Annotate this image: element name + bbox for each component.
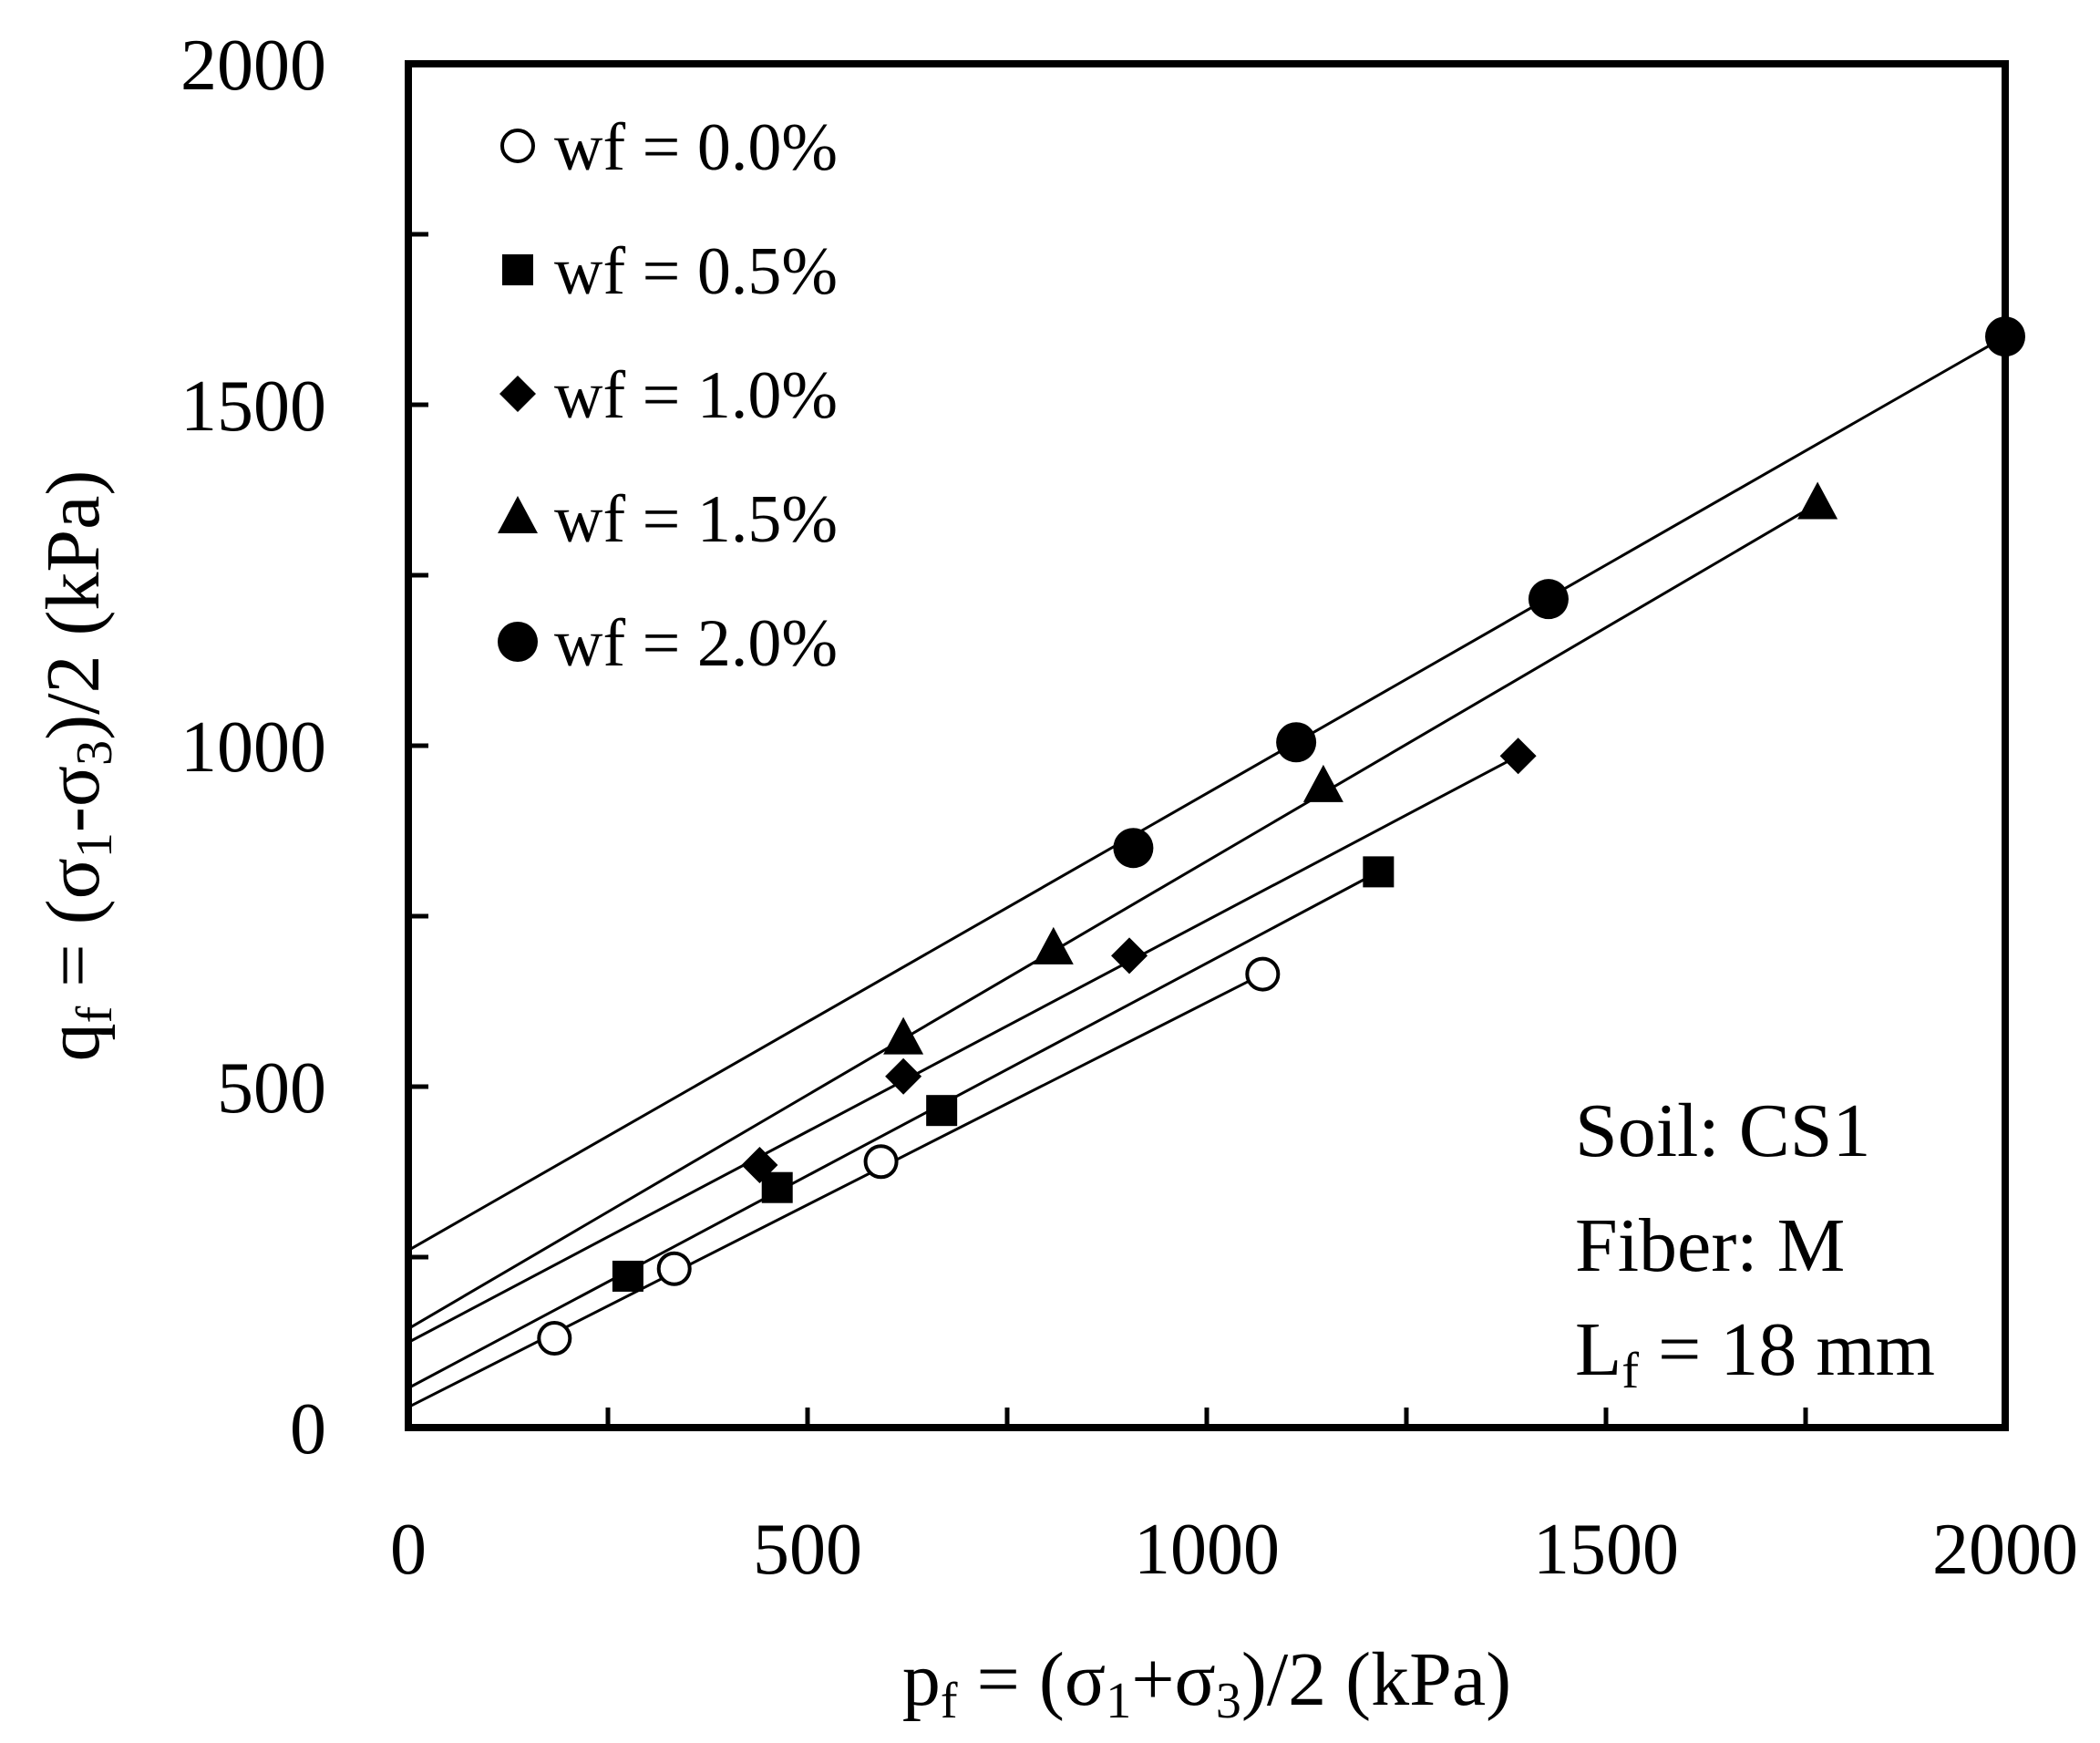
y-axis-ticks bbox=[408, 61, 428, 1430]
data-markers bbox=[537, 316, 2025, 1356]
x-tick-label-2000: 2000 bbox=[1932, 1510, 2078, 1590]
fit-lines bbox=[407, 335, 2006, 1408]
annotation-soil: Soil: CS1 bbox=[1575, 1088, 1870, 1173]
legend-marker-wf-0-0 bbox=[500, 129, 535, 163]
annotation-block: Soil: CS1 Fiber: M Lf = 18 mm bbox=[1575, 1088, 1935, 1399]
x-axis-label-end: )/2 (kPa) bbox=[1241, 1637, 1511, 1722]
point-wf-1-5-4 bbox=[1797, 481, 1838, 520]
y-axis-label-middle: = (σ bbox=[31, 858, 116, 1006]
annotation-length-main: L bbox=[1575, 1307, 1621, 1392]
x-axis-label-sub-1: 1 bbox=[1106, 1673, 1131, 1729]
legend: wf = 0.0% wf = 0.5% wf = 1.0% wf = 1.5% wf =… bbox=[498, 110, 838, 681]
x-tick-label-500: 500 bbox=[753, 1510, 862, 1590]
x-tick-label-0: 0 bbox=[390, 1510, 427, 1590]
legend-marker-wf-1-5 bbox=[498, 496, 538, 533]
point-wf-0-0-4 bbox=[1245, 956, 1281, 992]
annotation-length-value: = 18 mm bbox=[1639, 1307, 1935, 1392]
fit-line-wf-1-5 bbox=[407, 502, 1818, 1330]
y-tick-label-2000: 2000 bbox=[180, 26, 326, 106]
point-wf-0-5-2 bbox=[761, 1171, 793, 1203]
legend-label-wf-0-0: wf = 0.0% bbox=[554, 110, 838, 185]
point-wf-1-0-4 bbox=[1499, 737, 1537, 775]
point-wf-0-0-3 bbox=[863, 1144, 899, 1180]
point-wf-1-0-3 bbox=[1111, 937, 1148, 975]
legend-marker-wf-1-0 bbox=[499, 376, 536, 412]
y-tick-label-500: 500 bbox=[217, 1048, 326, 1129]
point-wf-1-5-1 bbox=[883, 1016, 924, 1055]
point-wf-0-5-1 bbox=[612, 1260, 643, 1292]
fit-line-wf-0-5 bbox=[407, 871, 1380, 1389]
annotation-length: Lf = 18 mm bbox=[1575, 1307, 1935, 1399]
legend-label-wf-0-5: wf = 0.5% bbox=[554, 234, 838, 309]
annotation-length-sub: f bbox=[1621, 1343, 1639, 1399]
y-axis-label-sub-1: 1 bbox=[67, 832, 123, 858]
point-wf-1-0-2 bbox=[885, 1057, 922, 1095]
x-axis-label-sub-3: 3 bbox=[1216, 1673, 1241, 1729]
legend-marker-wf-2-0 bbox=[498, 622, 538, 662]
legend-label-wf-2-0: wf = 2.0% bbox=[554, 606, 838, 681]
fit-line-wf-2-0 bbox=[407, 335, 2006, 1252]
point-wf-1-0-1 bbox=[741, 1147, 778, 1184]
legend-label-wf-1-5: wf = 1.5% bbox=[554, 482, 838, 557]
legend-marker-wf-0-5 bbox=[502, 254, 533, 285]
x-axis-label-sub-f: f bbox=[941, 1673, 958, 1729]
point-wf-2-0-2 bbox=[1276, 722, 1317, 763]
point-wf-2-0-1 bbox=[1113, 828, 1154, 869]
y-axis-label: qf = (σ1-σ3)/2 (kPa) bbox=[31, 470, 123, 1062]
x-axis-ticks bbox=[406, 1408, 2008, 1428]
y-axis-label-sub-3: 3 bbox=[67, 740, 123, 766]
y-axis-label-main: q bbox=[31, 1023, 116, 1061]
point-wf-0-5-3 bbox=[926, 1095, 958, 1127]
x-tick-label-1000: 1000 bbox=[1134, 1510, 1280, 1590]
point-wf-1-5-2 bbox=[1033, 926, 1074, 964]
y-axis-label-minus: -σ bbox=[31, 766, 116, 832]
y-tick-label-1500: 1500 bbox=[180, 366, 326, 447]
annotation-fiber: Fiber: M bbox=[1575, 1203, 1845, 1288]
point-wf-2-0-4 bbox=[1985, 316, 2025, 357]
point-wf-2-0-3 bbox=[1528, 579, 1569, 620]
x-tick-label-1500: 1500 bbox=[1533, 1510, 1679, 1590]
fit-line-wf-0-0 bbox=[407, 973, 1263, 1408]
x-axis-label-middle: = (σ bbox=[958, 1637, 1107, 1722]
y-axis-tick-labels: 0 500 1000 1500 2000 bbox=[180, 26, 326, 1470]
x-axis-label-main: p bbox=[902, 1637, 941, 1722]
x-axis-label: pf = (σ1+σ3)/2 (kPa) bbox=[902, 1637, 1511, 1729]
y-tick-label-1000: 1000 bbox=[180, 707, 326, 788]
y-axis-label-sub-f: f bbox=[67, 1006, 123, 1023]
fit-line-wf-1-0 bbox=[407, 754, 1519, 1344]
y-axis-label-end: )/2 (kPa) bbox=[31, 470, 116, 740]
x-axis-tick-labels: 0 500 1000 1500 2000 bbox=[390, 1510, 2078, 1590]
point-wf-1-5-3 bbox=[1302, 764, 1343, 802]
legend-label-wf-1-0: wf = 1.0% bbox=[554, 358, 838, 433]
y-tick-label-0: 0 bbox=[290, 1389, 326, 1470]
x-axis-label-plus: +σ bbox=[1131, 1637, 1216, 1722]
point-wf-0-5-4 bbox=[1363, 856, 1395, 888]
point-wf-0-0-1 bbox=[537, 1321, 572, 1356]
point-wf-0-0-2 bbox=[656, 1251, 692, 1286]
